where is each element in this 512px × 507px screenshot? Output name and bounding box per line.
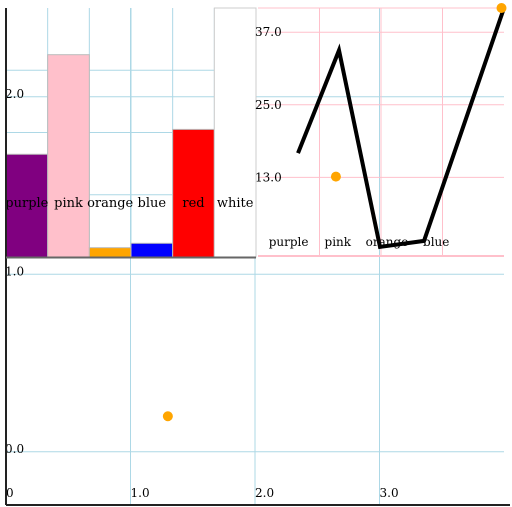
bar-red [172,128,215,258]
bar-label-blue: blue [138,196,167,211]
scatter-xtick-label: 0 [6,486,14,500]
bar-chart: purple pink orange blue red white [5,7,257,258]
bar-label-white: white [217,196,254,211]
line-series-path [296,7,506,250]
bar-label-pink: pink [54,196,83,211]
scatter-point [162,411,173,422]
scatter-xtick-label: 1.0 [131,486,150,500]
scatter-point [330,171,341,182]
bar-blue [130,242,174,258]
bar-white [213,7,257,258]
bar-label-orange: orange [87,196,133,211]
scatter-xtick-label: 2.0 [255,486,274,500]
scatter-chart [162,3,507,422]
scatter-ytick-label: 1.0 [5,264,24,278]
bar-orange [88,247,132,258]
line-category-label: blue [423,235,449,249]
scatter-ytick-label: 0.0 [5,442,24,456]
line-category-label: purple [269,235,309,249]
scatter-xtick-label: 3.0 [380,486,399,500]
scatter-ytick-label: 2.0 [5,87,24,101]
line-ytick-label: 37.0 [255,25,282,39]
line-ytick-label: 13.0 [255,170,282,184]
scatter-point [496,3,507,13]
line-category-label: pink [325,235,352,249]
bar-label-red: red [182,196,204,211]
bar-label-purple: purple [5,196,48,211]
bar-pink [47,54,90,258]
line-ytick-label: 25.0 [255,98,282,112]
